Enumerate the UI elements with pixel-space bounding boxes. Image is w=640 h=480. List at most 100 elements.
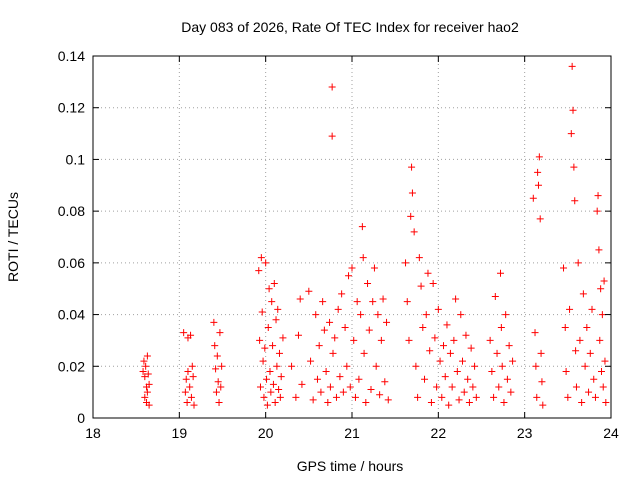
data-point-marker	[273, 362, 281, 370]
data-point-marker	[537, 349, 545, 357]
data-point-marker	[275, 386, 283, 394]
data-point-marker	[459, 357, 467, 365]
data-point-marker	[588, 305, 596, 313]
data-point-marker	[298, 380, 306, 388]
data-point-marker	[324, 398, 332, 406]
data-point-marker	[534, 181, 542, 189]
data-point-marker	[328, 83, 336, 91]
data-point-marker	[414, 393, 422, 401]
data-point-marker	[186, 383, 194, 391]
data-point-marker	[370, 264, 378, 272]
data-point-marker	[144, 370, 152, 378]
data-point-marker	[601, 357, 609, 365]
data-point-marker	[562, 367, 570, 375]
data-point-marker	[429, 280, 437, 288]
data-point-marker	[441, 373, 449, 381]
data-point-marker	[372, 362, 380, 370]
data-point-marker	[270, 280, 278, 288]
data-point-marker	[505, 342, 513, 350]
x-tick-label: 20	[258, 425, 274, 441]
data-point-marker	[369, 298, 377, 306]
data-point-marker	[417, 282, 425, 290]
data-point-marker	[343, 362, 351, 370]
data-point-marker	[334, 305, 342, 313]
data-point-marker	[383, 318, 391, 326]
data-point-marker	[462, 331, 470, 339]
y-axis-label: ROTI / TECUs	[5, 192, 21, 282]
data-point-marker	[581, 362, 589, 370]
data-point-marker	[583, 324, 591, 331]
x-tick-label: 23	[517, 425, 533, 441]
y-tick-label: 0.06	[58, 255, 85, 271]
data-point-marker	[569, 106, 577, 114]
data-point-marker	[357, 311, 365, 319]
data-point-marker	[360, 349, 368, 357]
x-tick-label: 21	[344, 425, 360, 441]
data-point-marker	[460, 388, 468, 396]
data-point-marker	[412, 362, 420, 370]
data-point-marker	[415, 254, 423, 262]
data-point-marker	[275, 349, 283, 357]
data-point-marker	[421, 375, 429, 383]
y-tick-label: 0.02	[58, 358, 85, 374]
data-point-marker	[367, 386, 375, 394]
data-point-marker	[358, 223, 366, 231]
data-point-marker	[332, 393, 340, 401]
data-point-marker	[317, 388, 325, 396]
data-point-marker	[600, 277, 608, 285]
data-point-marker	[188, 362, 196, 370]
data-point-marker	[180, 329, 188, 337]
data-point-marker	[182, 375, 190, 383]
data-point-marker	[472, 393, 480, 401]
x-tick-label: 24	[603, 425, 619, 441]
data-point-marker	[187, 393, 195, 401]
data-point-marker	[585, 388, 593, 396]
data-point-marker	[491, 292, 499, 300]
data-point-marker	[338, 290, 346, 298]
data-point-marker	[560, 264, 568, 272]
data-point-marker	[591, 393, 599, 401]
data-point-marker	[457, 311, 465, 319]
data-point-marker	[467, 344, 475, 352]
data-point-marker	[509, 357, 517, 365]
data-point-marker	[497, 324, 505, 331]
data-point-marker	[452, 295, 460, 303]
data-point-marker	[532, 362, 540, 370]
data-point-marker	[214, 378, 222, 386]
data-point-marker	[486, 336, 494, 344]
x-axis-label: GPS time / hours	[297, 458, 404, 474]
data-point-marker	[262, 259, 270, 267]
data-point-marker	[348, 264, 356, 272]
data-point-marker	[264, 324, 272, 331]
data-point-marker	[576, 336, 584, 344]
data-point-marker	[296, 295, 304, 303]
data-point-marker	[266, 367, 274, 375]
data-point-marker	[212, 365, 220, 373]
data-point-marker	[271, 398, 279, 406]
data-point-marker	[440, 342, 448, 350]
data-point-marker	[536, 215, 544, 223]
data-point-marker	[143, 388, 151, 396]
data-point-marker	[184, 367, 192, 375]
data-point-marker	[268, 298, 276, 306]
data-point-marker	[359, 254, 367, 262]
data-point-marker	[210, 318, 218, 326]
data-point-marker	[216, 329, 224, 337]
data-point-marker	[572, 347, 580, 355]
data-point-marker	[534, 168, 542, 176]
data-point-marker	[567, 130, 575, 138]
data-point-marker	[269, 342, 277, 350]
data-point-marker	[279, 334, 287, 342]
data-point-marker	[139, 367, 147, 375]
data-point-marker	[564, 393, 572, 401]
data-point-marker	[267, 388, 275, 396]
data-point-marker	[445, 401, 453, 409]
data-point-marker	[496, 269, 504, 277]
data-point-marker	[471, 362, 479, 370]
data-point-marker	[431, 334, 439, 342]
data-point-marker	[566, 305, 574, 313]
data-point-marker	[538, 378, 546, 386]
data-point-marker	[256, 336, 264, 344]
data-point-marker	[288, 362, 296, 370]
data-point-marker	[593, 207, 601, 215]
